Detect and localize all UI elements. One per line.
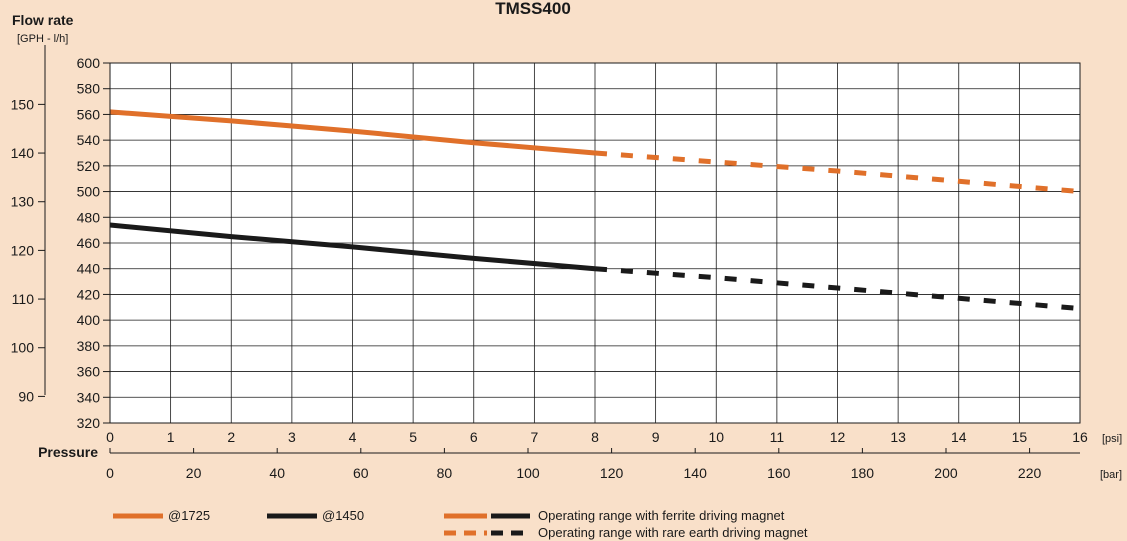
psi-tick-label: 3: [288, 429, 296, 445]
lh-tick-label: 460: [77, 235, 101, 251]
gph-axis-ticks: 150 140 130 120 110 100 90: [11, 96, 45, 404]
bar-tick-label: 160: [767, 465, 791, 481]
psi-tick-label: 4: [349, 429, 357, 445]
bar-tick-label: 220: [1018, 465, 1042, 481]
legend: @1725 @1450 Operating range with ferrite…: [113, 508, 808, 540]
y-axis-units: [GPH - l/h]: [17, 33, 68, 45]
bar-tick-label: 60: [353, 465, 369, 481]
legend-label-ferrite: Operating range with ferrite driving mag…: [538, 508, 785, 523]
bar-unit-label: [bar]: [1100, 469, 1122, 481]
psi-tick-label: 9: [652, 429, 660, 445]
bar-tick-label: 100: [516, 465, 540, 481]
psi-axis-ticks: 0 1 2 3 4 5 6 7 8 9 10 11 12 13 14 15 16: [106, 429, 1088, 445]
chart-title: TMSS400: [495, 0, 571, 18]
legend-label-rare-earth: Operating range with rare earth driving …: [538, 525, 808, 540]
psi-tick-label: 14: [951, 429, 967, 445]
lh-tick-label: 560: [77, 106, 101, 122]
legend-label-1725: @1725: [168, 508, 210, 523]
lh-tick-label: 540: [77, 132, 101, 148]
psi-tick-label: 2: [227, 429, 235, 445]
psi-tick-label: 13: [890, 429, 906, 445]
lh-tick-label: 600: [77, 55, 101, 71]
bar-tick-label: 200: [934, 465, 958, 481]
gph-tick-label: 120: [11, 242, 35, 258]
gph-tick-label: 100: [11, 340, 35, 356]
lh-tick-label: 440: [77, 261, 101, 277]
series-line-dashed: [594, 266, 1081, 312]
lh-tick-label: 360: [77, 364, 101, 380]
bar-tick-label: 40: [269, 465, 285, 481]
psi-tick-label: 6: [470, 429, 478, 445]
psi-tick-label: 12: [830, 429, 846, 445]
y-axis-title: Flow rate: [12, 12, 74, 28]
psi-tick-label: 5: [409, 429, 417, 445]
lh-tick-label: 580: [77, 81, 101, 97]
bar-tick-label: 140: [684, 465, 708, 481]
psi-tick-label: 8: [591, 429, 599, 445]
legend-label-1450: @1450: [322, 508, 364, 523]
psi-tick-label: 16: [1072, 429, 1088, 445]
psi-tick-label: 1: [167, 429, 175, 445]
bar-tick-label: 0: [106, 465, 114, 481]
gph-tick-label: 130: [11, 194, 35, 210]
psi-unit-label: [psi]: [1102, 433, 1122, 445]
psi-tick-label: 11: [770, 429, 785, 445]
gph-tick-label: 110: [12, 291, 35, 307]
bar-tick-label: 20: [186, 465, 202, 481]
lh-tick-label: 500: [77, 184, 101, 200]
series-layer: [109, 109, 1081, 312]
lh-tick-label: 520: [77, 158, 101, 174]
gph-tick-label: 140: [11, 145, 35, 161]
gph-tick-label: 90: [18, 388, 34, 404]
lh-tick-label: 480: [77, 209, 101, 225]
series-line-dashed: [594, 150, 1081, 195]
psi-tick-label: 10: [708, 429, 724, 445]
gph-tick-label: 150: [11, 96, 35, 112]
lh-tick-label: 420: [77, 286, 101, 302]
lh-tick-label: 400: [77, 312, 101, 328]
lh-tick-label: 340: [77, 389, 101, 405]
series-line-solid: [109, 222, 596, 272]
bar-axis-ticks: 0 20 40 60 80 100 120 140 160 180 200 220: [106, 448, 1041, 481]
lh-tick-label: 380: [77, 338, 101, 354]
lh-axis-ticks: 600 580 560 540 520 500 480 460 440 420 400 380 360 3…: [77, 55, 110, 431]
bar-tick-label: 80: [437, 465, 453, 481]
psi-tick-label: 15: [1012, 429, 1028, 445]
psi-tick-label: 7: [530, 429, 538, 445]
psi-tick-label: 0: [106, 429, 114, 445]
bar-tick-label: 180: [851, 465, 875, 481]
x-axis-title: Pressure: [38, 444, 98, 460]
bar-tick-label: 120: [600, 465, 624, 481]
series-line-solid: [109, 109, 596, 156]
lh-tick-label: 320: [77, 415, 101, 431]
